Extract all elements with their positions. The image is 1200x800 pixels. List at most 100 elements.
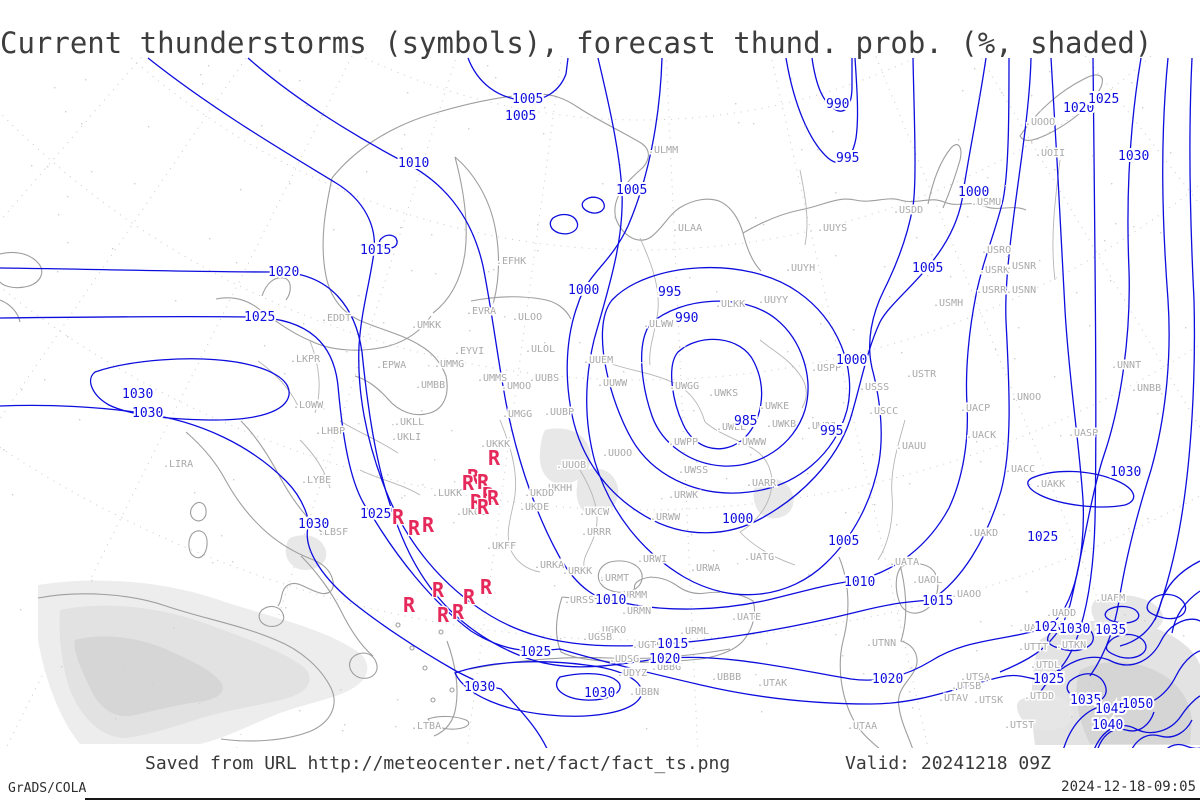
- speckle-dot: [560, 638, 562, 640]
- speckle-dot: [804, 125, 806, 127]
- isobar-value-label: 985: [734, 414, 757, 429]
- isobar-value-label: 1005: [828, 534, 859, 549]
- speckle-dot: [1142, 107, 1144, 109]
- speckle-dot: [279, 70, 281, 72]
- station-id-label: .USMU: [971, 197, 1001, 208]
- station-id-label: .UATA: [889, 557, 919, 568]
- thunderstorm-symbol: R: [392, 505, 405, 529]
- station-id-label: .UDYZ: [617, 668, 647, 679]
- speckle-dot: [199, 703, 201, 705]
- speckle-dot: [152, 684, 154, 686]
- station-id-label: .USPP: [811, 363, 841, 374]
- station-id-label: .UWKE: [759, 401, 789, 412]
- speckle-dot: [21, 389, 23, 391]
- station-id-label: .UTNN: [866, 638, 896, 649]
- speckle-dot: [173, 627, 175, 629]
- speckle-dot: [309, 551, 311, 553]
- thunderstorm-symbol: R: [452, 600, 465, 624]
- speckle-dot: [982, 508, 984, 510]
- isobar-value-label: 1005: [616, 183, 647, 198]
- speckle-dot: [1185, 327, 1187, 329]
- station-id-label: .USSS: [859, 382, 889, 393]
- isobar-value-label: 1025: [520, 645, 551, 660]
- speckle-dot: [1026, 591, 1028, 593]
- speckle-dot: [544, 107, 546, 109]
- speckle-dot: [872, 454, 874, 456]
- station-id-label: .UBBN: [629, 687, 659, 698]
- isobar-value-label: 1015: [657, 637, 688, 652]
- thunderstorm-symbol: R: [408, 516, 421, 540]
- station-id-label: .USDD: [893, 205, 923, 216]
- speckle-dot: [808, 574, 810, 576]
- footer-grads-credit: GrADS/COLA: [8, 781, 87, 796]
- station-id-label: .URKK: [562, 566, 592, 577]
- isobar-contours: [0, 57, 1200, 748]
- speckle-dot: [468, 128, 470, 130]
- station-id-label: .UARR: [746, 478, 777, 489]
- station-id-label: .UUOB: [556, 460, 586, 471]
- station-id-label: .UNNT: [1111, 360, 1141, 371]
- station-id-label: .UWWW: [736, 437, 767, 448]
- speckle-dot: [1029, 484, 1031, 486]
- speckle-dot: [400, 227, 402, 229]
- speckle-dot: [422, 484, 424, 486]
- speckle-dot: [802, 438, 804, 440]
- speckle-dot: [323, 408, 325, 410]
- speckle-dot: [967, 216, 969, 218]
- footer-valid-time: Valid: 20241218 09Z: [845, 753, 1051, 774]
- speckle-dot: [236, 262, 238, 264]
- station-id-label: .UGSB: [582, 632, 612, 643]
- station-id-label: .UMMG: [434, 359, 464, 370]
- speckle-dot: [124, 665, 126, 667]
- station-id-label: .URSS: [564, 595, 594, 606]
- speckle-dot: [333, 229, 335, 231]
- isobar-value-label: 1030: [584, 686, 615, 701]
- station-id-label: .UOII: [1035, 148, 1065, 159]
- station-id-label: .UMBB: [415, 380, 445, 391]
- speckle-dot: [614, 217, 616, 219]
- speckle-dot: [1170, 152, 1172, 154]
- speckle-dot: [684, 346, 686, 348]
- station-id-label: .UWOO: [806, 421, 836, 432]
- speckle-dot: [209, 238, 211, 240]
- isobar-value-label: 995: [836, 151, 859, 166]
- speckle-dot: [1024, 642, 1026, 644]
- speckle-dot: [641, 362, 643, 364]
- isobar-value-label: 1000: [722, 512, 753, 527]
- terrain-speckles: [3, 65, 1187, 732]
- isobar-value-label: 1015: [360, 243, 391, 258]
- speckle-dot: [974, 68, 976, 70]
- speckle-dot: [995, 349, 997, 351]
- station-id-label: .UAOO: [951, 589, 981, 600]
- speckle-dot: [407, 92, 409, 94]
- speckle-dot: [761, 711, 763, 713]
- speckle-dot: [1031, 141, 1033, 143]
- speckle-dot: [1129, 689, 1131, 691]
- speckle-dot: [12, 494, 14, 496]
- speckle-dot: [65, 111, 67, 113]
- speckle-dot: [696, 461, 698, 463]
- speckle-dot: [1088, 684, 1090, 686]
- speckle-dot: [112, 248, 114, 250]
- speckle-dot: [469, 330, 471, 332]
- station-id-label: .UKCW: [579, 507, 610, 518]
- station-id-label: .URKA: [534, 560, 564, 571]
- station-id-label: .UTSK: [973, 695, 1003, 706]
- speckle-dot: [909, 483, 911, 485]
- station-id-label: .UTSB: [951, 681, 981, 692]
- station-id-label: .UMGG: [502, 409, 532, 420]
- speckle-dot: [148, 126, 150, 128]
- speckle-dot: [289, 183, 291, 185]
- station-id-label: .USRO: [981, 245, 1011, 256]
- speckle-dot: [1110, 280, 1112, 282]
- speckle-dot: [1031, 95, 1033, 97]
- speckle-dot: [691, 534, 693, 536]
- station-id-label: .URML: [679, 626, 709, 637]
- speckle-dot: [404, 495, 406, 497]
- thunderstorm-symbol: R: [403, 593, 416, 617]
- speckle-dot: [1124, 614, 1126, 616]
- speckle-dot: [387, 474, 389, 476]
- station-id-label: .UWLL: [716, 422, 746, 433]
- station-id-label: .UACK: [966, 430, 996, 441]
